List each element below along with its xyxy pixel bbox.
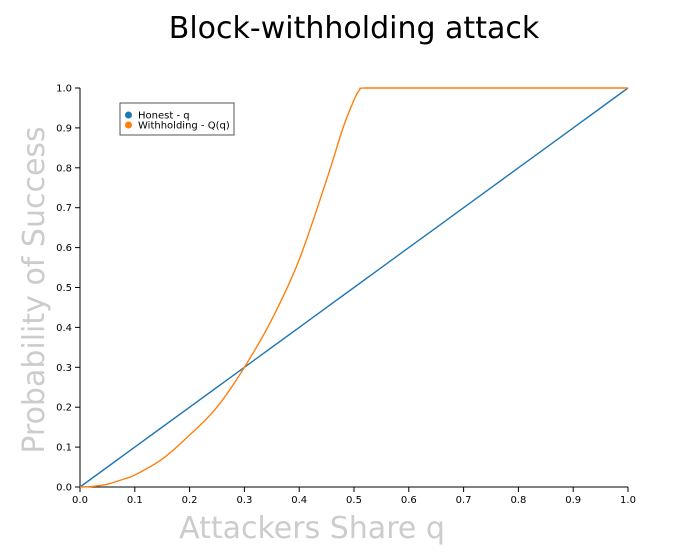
- y-tick-label: 0.0: [56, 483, 72, 494]
- legend-marker-withholding: [125, 121, 132, 129]
- x-tick-label: 0.3: [236, 495, 252, 506]
- y-tick-label: 0.1: [56, 443, 72, 454]
- x-tick-label: 0.6: [401, 495, 417, 506]
- x-tick-label: 0.8: [510, 495, 526, 506]
- x-tick-label: 0.9: [565, 495, 581, 506]
- legend-label-honest: Honest - q: [138, 111, 190, 122]
- y-tick-label: 0.3: [56, 363, 72, 374]
- series-layer: [79, 87, 629, 488]
- legend-box: [119, 102, 235, 136]
- series-line-honest: [79, 87, 629, 488]
- legend-label-withholding: Withholding - Q(q): [138, 121, 230, 132]
- y-tick-label: 0.5: [56, 283, 72, 294]
- y-tick-label: 0.8: [56, 163, 72, 174]
- y-tick-label: 0.2: [56, 403, 72, 414]
- x-tick-label: 0.0: [72, 495, 88, 506]
- x-tick-label: 1.0: [620, 495, 636, 506]
- y-tick-label: 0.6: [56, 243, 72, 254]
- y-tick-label: 1.0: [56, 84, 72, 95]
- x-tick-label: 0.1: [127, 495, 143, 506]
- y-tick-label: 0.4: [56, 323, 72, 334]
- x-tick-label: 0.7: [456, 495, 472, 506]
- x-tick-label: 0.2: [182, 495, 198, 506]
- y-ticks: 0.0 0.1 0.2 0.3 0.4 0.5 0.6 0.7 0.8 0.9 1.0: [56, 84, 80, 494]
- y-tick-label: 0.9: [56, 123, 72, 134]
- legend-marker-honest: [125, 111, 132, 119]
- x-tick-label: 0.4: [291, 495, 307, 506]
- y-tick-label: 0.7: [56, 203, 72, 214]
- x-axis-label: Attackers Share q: [179, 511, 445, 546]
- x-tick-label: 0.5: [346, 495, 362, 506]
- y-axis-label: Probability of Success: [17, 126, 52, 453]
- x-ticks: 0.0 0.1 0.2 0.3 0.4 0.5 0.6 0.7 0.8 0.9 1.0: [72, 487, 636, 506]
- chart-title: Block-withholding attack: [169, 11, 540, 46]
- series-line-withholding: [79, 87, 628, 488]
